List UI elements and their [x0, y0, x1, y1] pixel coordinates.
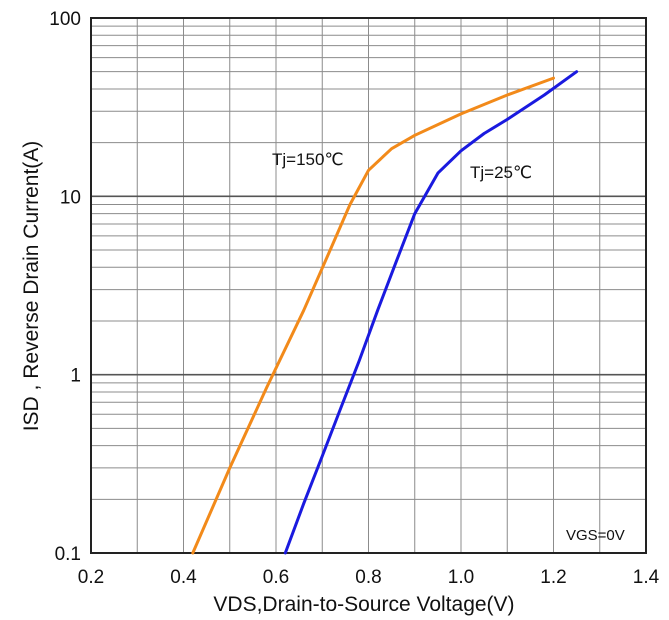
series-layer	[191, 70, 579, 555]
x-tick-label: 0.8	[355, 567, 381, 588]
major-gridlines	[91, 195, 646, 376]
x-tick-label: 1.2	[540, 567, 566, 588]
y-tick-label: 10	[60, 187, 81, 208]
series-line-1	[283, 70, 579, 555]
x-tick-label: 0.2	[78, 567, 104, 588]
y-tick-label: 100	[49, 9, 81, 30]
y-tick-label: 0.1	[55, 544, 81, 565]
x-tick-label: 0.6	[263, 567, 289, 588]
minor-gridlines	[91, 18, 646, 553]
y-tick-label: 1	[70, 366, 81, 387]
x-tick-label: 1.0	[448, 567, 474, 588]
x-tick-label: 1.4	[633, 567, 660, 588]
x-axis-label: VDS,Drain-to-Source Voltage(V)	[213, 593, 514, 616]
tick-labels: 0.2 0.4 0.6 0.8 1.0 1.2 1.4 0.1 1 10 100	[49, 9, 659, 588]
plot-frame	[90, 17, 647, 554]
vgs-annotation: VGS=0V	[566, 527, 625, 544]
y-axis-label: ISD , Reverse Drain Current(A)	[20, 141, 43, 432]
series-line-0	[191, 76, 555, 555]
plot-border	[90, 17, 647, 554]
curve-label-tj150: Tj=150℃	[272, 150, 344, 169]
curve-label-tj25: Tj=25℃	[470, 163, 532, 182]
x-tick-label: 0.4	[170, 567, 197, 588]
